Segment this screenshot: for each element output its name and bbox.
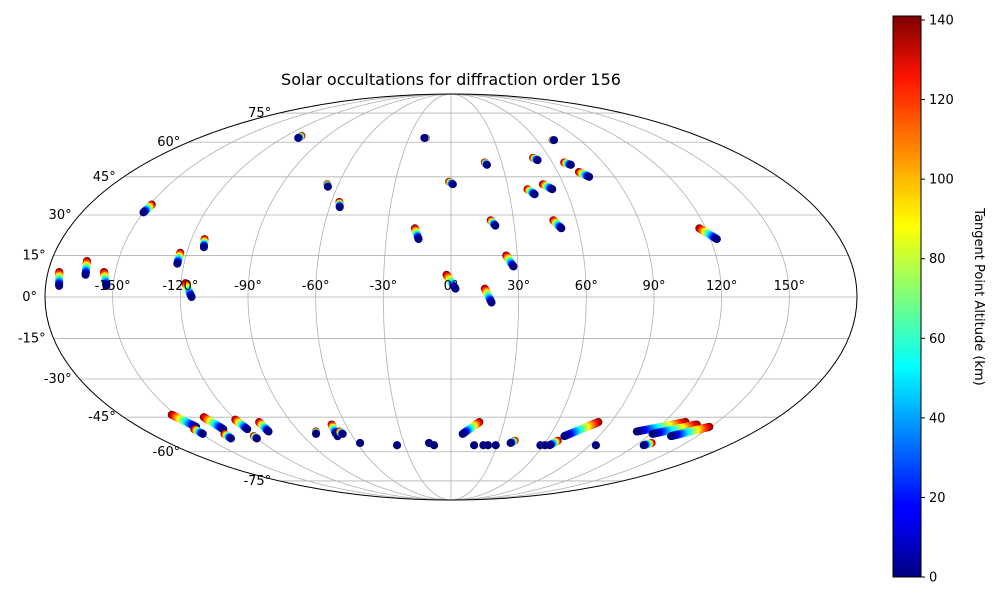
data-point [335, 203, 344, 212]
data-point [173, 259, 182, 268]
colorbar-tick-label: 100 [929, 173, 954, 188]
data-point [483, 441, 492, 450]
colorbar: 0 20 40 60 80 100 120 140 Tangent Point Altitud… [892, 13, 986, 586]
grid-lines [45, 93, 857, 501]
x-tick-label: -90° [234, 279, 262, 294]
data-point [482, 160, 491, 169]
map-boundary [44, 93, 858, 501]
data-points [55, 131, 721, 450]
data-point [557, 224, 566, 233]
data-point [548, 185, 557, 194]
data-point [55, 281, 64, 290]
longitude-tick-labels: -150° -120° -90° -60° -30° 0° 30° 60° 90° 120° 150… [95, 279, 805, 294]
data-point [226, 434, 235, 443]
x-tick-label: 150° [774, 279, 805, 294]
y-tick-label: 15° [23, 248, 46, 263]
data-point [545, 441, 554, 450]
y-tick-label: -15° [18, 332, 46, 347]
data-point [430, 441, 439, 450]
colorbar-tick-label: 80 [929, 252, 946, 267]
x-tick-label: -150° [95, 279, 131, 294]
colorbar-ticks: 0 20 40 60 80 100 120 140 [921, 13, 954, 586]
y-tick-label: 0° [22, 290, 37, 305]
data-point [264, 427, 273, 436]
chart-title: Solar occultations for diffraction order… [281, 70, 621, 89]
data-point [81, 270, 90, 279]
data-point [199, 243, 208, 252]
data-point [451, 284, 460, 293]
data-point [294, 133, 303, 142]
data-point [560, 432, 569, 441]
data-point [530, 190, 539, 199]
colorbar-tick-label: 60 [929, 332, 946, 347]
colorbar-tick-label: 40 [929, 411, 946, 426]
data-point [243, 425, 252, 434]
y-tick-label: -75° [243, 474, 271, 489]
data-point [198, 429, 207, 438]
data-point [139, 208, 148, 217]
x-tick-label: -120° [162, 279, 198, 294]
y-tick-label: -30° [44, 372, 72, 387]
colorbar-label: Tangent Point Altitude (km) [971, 207, 986, 385]
x-tick-label: 120° [706, 279, 737, 294]
x-tick-label: 90° [642, 279, 665, 294]
x-tick-label: -30° [369, 279, 397, 294]
colorbar-gradient [892, 15, 922, 578]
y-tick-label: 60° [157, 135, 180, 150]
data-point [533, 156, 542, 165]
y-tick-label: 75° [248, 106, 271, 121]
data-point [487, 298, 496, 307]
data-point [506, 438, 515, 447]
map-panel: -150° -120° -90° -60° -30° 0° 30° 60° 90° 120° 150… [18, 93, 858, 501]
data-point [102, 281, 111, 290]
data-point [639, 441, 648, 450]
data-point [591, 441, 600, 450]
data-point [338, 429, 347, 438]
y-tick-label: -60° [153, 445, 181, 460]
data-point [667, 432, 676, 441]
data-point [187, 293, 196, 301]
data-point [323, 182, 332, 191]
colorbar-tick-label: 20 [929, 491, 946, 506]
y-tick-label: -45° [88, 410, 116, 425]
data-point [356, 438, 365, 447]
colorbar-tick-label: 0 [929, 571, 937, 586]
latitude-tick-labels: 75° 60° 45° 30° 15° 0° -15° -30° -45° -60° -75° [18, 106, 271, 489]
data-point [632, 427, 641, 436]
x-tick-label: -60° [302, 279, 330, 294]
colorbar-tick-label: 120 [929, 93, 954, 108]
data-point [712, 235, 721, 244]
data-point [393, 441, 402, 450]
x-tick-label: 60° [575, 279, 598, 294]
colorbar-tick-label: 140 [929, 13, 954, 28]
data-point [491, 221, 500, 230]
data-point [585, 172, 594, 181]
data-point [312, 429, 321, 438]
data-point [414, 235, 423, 244]
data-point [566, 160, 575, 169]
data-point [470, 441, 479, 450]
data-point [448, 180, 457, 189]
data-point [509, 262, 518, 271]
data-point [550, 136, 559, 145]
x-tick-label: 30° [507, 279, 530, 294]
data-point [420, 133, 429, 142]
data-point [648, 429, 657, 438]
data-point [252, 434, 261, 443]
y-tick-label: 30° [49, 208, 72, 223]
data-point [458, 429, 467, 438]
data-point [491, 441, 500, 450]
y-tick-label: 45° [93, 170, 116, 185]
x-tick-label: 0° [444, 279, 459, 294]
